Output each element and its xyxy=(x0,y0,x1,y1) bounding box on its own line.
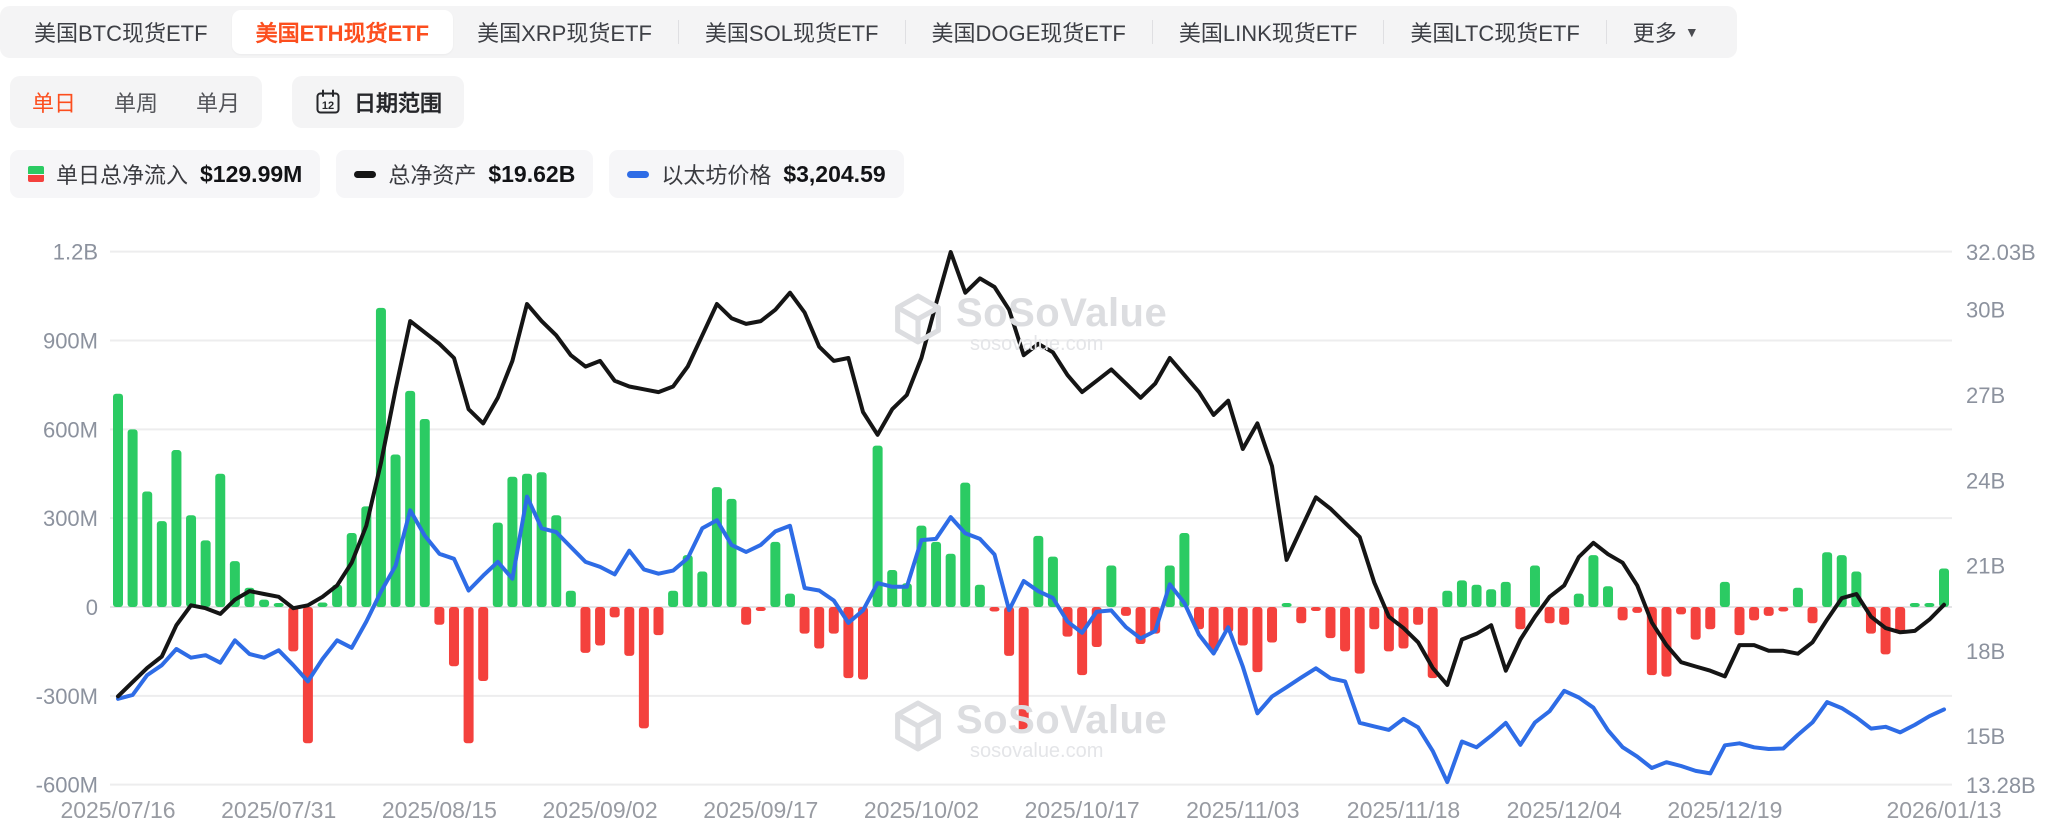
date-range-button[interactable]: 12 日期范围 xyxy=(292,76,465,128)
legend-value: $129.99M xyxy=(200,160,303,187)
svg-text:18B: 18B xyxy=(1966,639,2005,664)
legend-label: 以太坊价格 xyxy=(661,163,772,188)
tab-separator xyxy=(1605,20,1607,44)
svg-text:2025/10/17: 2025/10/17 xyxy=(1025,797,1140,823)
tab-separator xyxy=(1383,20,1385,44)
svg-text:13.28B: 13.28B xyxy=(1966,773,2036,798)
legend-value: $3,204.59 xyxy=(783,160,886,187)
svg-text:600M: 600M xyxy=(43,417,98,442)
period-toggle: 单日 单周 单月 xyxy=(10,76,263,128)
tab-etf-5[interactable]: 美国LINK现货ETF xyxy=(1178,21,1358,46)
calendar-icon: 12 xyxy=(316,89,340,114)
svg-text:15B: 15B xyxy=(1966,724,2005,749)
svg-text:2025/12/04: 2025/12/04 xyxy=(1507,797,1622,823)
svg-text:900M: 900M xyxy=(43,329,98,354)
svg-text:1.2B: 1.2B xyxy=(53,240,98,265)
svg-text:2025/10/02: 2025/10/02 xyxy=(864,797,979,823)
svg-text:30B: 30B xyxy=(1966,298,2005,323)
tab-separator xyxy=(1151,20,1153,44)
svg-text:24B: 24B xyxy=(1966,468,2005,493)
svg-text:32.03B: 32.03B xyxy=(1966,240,2036,265)
period-option-单日[interactable]: 单日 xyxy=(32,91,77,116)
svg-text:300M: 300M xyxy=(43,506,98,531)
svg-text:2026/01/13: 2026/01/13 xyxy=(1886,797,2001,823)
tab-etf-6[interactable]: 美国LTC现货ETF xyxy=(1410,21,1580,46)
svg-text:2025/11/03: 2025/11/03 xyxy=(1186,797,1299,823)
tab-etf-0[interactable]: 美国BTC现货ETF xyxy=(34,21,208,46)
legend-item[interactable]: 总净资产 $19.62B xyxy=(336,150,594,198)
period-option-单周[interactable]: 单周 xyxy=(114,91,159,116)
svg-text:2025/08/15: 2025/08/15 xyxy=(382,797,497,823)
tab-eth-etf-active[interactable]: 美国ETH现货ETF xyxy=(231,10,454,54)
svg-text:2025/07/16: 2025/07/16 xyxy=(60,797,175,823)
legend-value: $19.62B xyxy=(488,160,576,187)
svg-text:0: 0 xyxy=(86,595,98,620)
period-option-单月[interactable]: 单月 xyxy=(196,91,241,116)
inflow-marker-icon xyxy=(28,166,44,182)
svg-text:-300M: -300M xyxy=(36,684,98,709)
tab-etf-2[interactable]: 美国XRP现货ETF xyxy=(477,21,652,46)
legend-item[interactable]: 单日总净流入 $129.99M xyxy=(10,150,321,198)
svg-text:2025/11/18: 2025/11/18 xyxy=(1347,797,1460,823)
tab-separator xyxy=(677,20,679,44)
svg-text:27B: 27B xyxy=(1966,383,2005,408)
chart-controls: 单日 单周 单月 12 日期范围 xyxy=(10,76,465,128)
tab-separator xyxy=(904,20,906,44)
tab-etf-3[interactable]: 美国SOL现货ETF xyxy=(704,21,879,46)
svg-text:-600M: -600M xyxy=(36,773,98,798)
svg-text:2025/09/17: 2025/09/17 xyxy=(703,797,818,823)
svg-text:12: 12 xyxy=(322,100,334,112)
price-marker-icon xyxy=(627,170,650,178)
chart-legend: 单日总净流入 $129.99M 总净资产 $19.62B 以太坊价格 $3,204.59 xyxy=(10,150,904,198)
tab-etf-4[interactable]: 美国DOGE现货ETF xyxy=(931,21,1126,46)
svg-text:2025/12/19: 2025/12/19 xyxy=(1667,797,1782,823)
legend-label: 总净资产 xyxy=(388,163,477,188)
chevron-down-icon: ▼ xyxy=(1684,24,1699,40)
more-tabs-button[interactable]: 更多 ▼ xyxy=(1632,21,1699,46)
svg-text:21B: 21B xyxy=(1966,554,2005,579)
assets-marker-icon xyxy=(354,170,377,178)
legend-label: 单日总净流入 xyxy=(56,163,189,188)
svg-text:2025/07/31: 2025/07/31 xyxy=(221,797,336,823)
legend-item[interactable]: 以太坊价格 $3,204.59 xyxy=(609,150,904,198)
svg-text:2025/09/02: 2025/09/02 xyxy=(543,797,658,823)
etf-product-tab-bar: 美国BTC现货ETF 美国ETH现货ETF 美国XRP现货ETF 美国SOL现货ETF… xyxy=(0,6,1737,58)
date-range-label: 日期范围 xyxy=(354,91,443,116)
